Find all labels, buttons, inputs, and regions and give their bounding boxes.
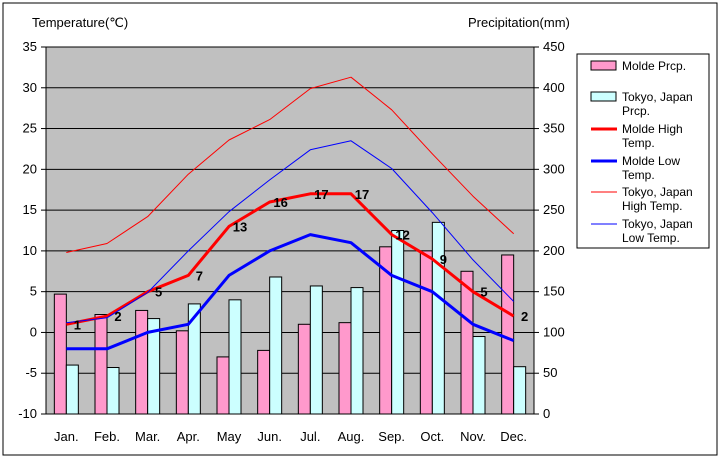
data-label-molde-high-1: 1: [74, 317, 81, 332]
bar-tokyo-japan-prcp-10: [431, 221, 445, 415]
bar-tokyo-japan-prcp-2: [106, 367, 120, 415]
bar-tokyo-japan-prcp-8: [350, 287, 364, 415]
bar-tokyo-japan-prcp-9: [391, 230, 405, 415]
right-axis-ticks: 0 50 100 150 200 250 300 350 400 450: [534, 39, 565, 421]
bar-tokyo-japan-prcp-11: [472, 336, 486, 415]
right-tick-label: 150: [543, 284, 565, 299]
legend-label-molde-low-temp: Molde Low Temp.: [622, 154, 680, 182]
bar-tokyo-japan-prcp-12: [513, 366, 527, 415]
right-tick-label: 0: [543, 406, 550, 421]
x-tick-label: Apr.: [177, 429, 200, 444]
left-tick-label: 25: [23, 121, 37, 136]
right-axis-title: Precipitation(mm): [468, 15, 570, 30]
x-tick-label: Oct.: [420, 429, 444, 444]
line-molde-low-temp: [66, 233, 515, 351]
right-tick-label: 400: [543, 80, 565, 95]
legend-label-tokyo-japan-prcp: Tokyo, Japan Prcp.: [622, 90, 693, 118]
bar-molde-prcp-11: [460, 270, 474, 415]
left-axis-ticks: -10 -5 0 5 10 15 20 25 30 35: [18, 39, 46, 421]
x-tick-label: Jan.: [54, 429, 79, 444]
line-molde-high-temp: [66, 192, 515, 326]
left-tick-label: -10: [18, 406, 37, 421]
bar-tokyo-japan-prcp-7: [309, 285, 323, 415]
bar-molde-prcp-8: [338, 322, 352, 415]
x-tick-label: Jul.: [300, 429, 320, 444]
legend-swatch-molde-prcp: [590, 60, 617, 71]
x-tick-label: Dec.: [500, 429, 527, 444]
data-label-molde-high-12: 2: [521, 309, 528, 324]
data-label-molde-high-10: 9: [440, 252, 447, 267]
legend-label-molde-high-temp: Molde High Temp.: [622, 122, 683, 150]
data-label-molde-high-8: 17: [355, 187, 369, 202]
right-tick-label: 250: [543, 202, 565, 217]
right-tick-label: 350: [543, 121, 565, 136]
x-axis-ticks: Jan. Feb. Mar. Apr. May Jun. Jul. Aug. Sep. Oct. N…: [54, 429, 527, 444]
line-tokyo-japan-low-temp: [66, 140, 515, 324]
left-tick-label: 5: [30, 284, 37, 299]
data-label-molde-high-9: 12: [395, 228, 409, 243]
x-tick-label: Jun.: [257, 429, 282, 444]
bar-tokyo-japan-prcp-5: [228, 299, 242, 415]
data-label-molde-high-6: 16: [273, 195, 287, 210]
legend-swatch-tokyo-japan-prcp: [590, 91, 617, 102]
bar-molde-prcp-10: [419, 250, 433, 415]
right-tick-label: 200: [543, 243, 565, 258]
right-tick-label: 50: [543, 365, 557, 380]
x-tick-label: Aug.: [338, 429, 365, 444]
bar-tokyo-japan-prcp-1: [65, 364, 79, 415]
data-label-molde-high-2: 2: [114, 309, 121, 324]
bar-molde-prcp-7: [297, 323, 311, 415]
bar-molde-prcp-5: [216, 356, 230, 415]
bar-molde-prcp-12: [501, 254, 515, 415]
line-tokyo-japan-high-temp: [66, 76, 515, 253]
temperature-lines: [66, 76, 515, 351]
x-tick-label: May: [217, 429, 242, 444]
right-tick-label: 450: [543, 39, 565, 54]
left-axis-title: Temperature(℃): [32, 15, 128, 30]
x-tick-label: Nov.: [460, 429, 486, 444]
precipitation-bars: [53, 221, 527, 415]
bar-tokyo-japan-prcp-6: [269, 276, 283, 415]
grid-lines: [46, 87, 534, 374]
x-tick-label: Sep.: [378, 429, 405, 444]
left-tick-label: 30: [23, 80, 37, 95]
bar-molde-prcp-6: [257, 349, 271, 415]
data-label-molde-high-11: 5: [480, 285, 487, 300]
left-tick-label: 20: [23, 161, 37, 176]
legend-box: [576, 53, 710, 249]
data-label-molde-high-4: 7: [196, 268, 203, 283]
legend: Molde Prcp. Tokyo, Japan Prcp. Molde High Te…: [576, 53, 710, 249]
left-tick-label: 10: [23, 243, 37, 258]
data-label-molde-high-7: 17: [314, 187, 328, 202]
right-tick-label: 300: [543, 161, 565, 176]
left-tick-label: 0: [30, 324, 37, 339]
bar-molde-prcp-4: [175, 330, 189, 415]
legend-label-tokyo-japan-high-temp: Tokyo, Japan High Temp.: [622, 185, 693, 213]
legend-label-tokyo-japan-low-temp: Tokyo, Japan Low Temp.: [622, 217, 693, 245]
bar-tokyo-japan-prcp-4: [187, 303, 201, 415]
x-tick-label: Mar.: [135, 429, 160, 444]
data-label-molde-high-5: 13: [233, 219, 247, 234]
bar-molde-prcp-1: [53, 293, 67, 415]
bar-molde-prcp-3: [135, 309, 149, 415]
left-tick-label: 15: [23, 202, 37, 217]
left-tick-label: 35: [23, 39, 37, 54]
left-tick-label: -5: [25, 365, 37, 380]
legend-label-molde-prcp: Molde Prcp.: [622, 59, 686, 73]
right-tick-label: 100: [543, 324, 565, 339]
bar-molde-prcp-2: [94, 314, 108, 415]
bar-tokyo-japan-prcp-3: [147, 318, 161, 415]
x-tick-label: Feb.: [94, 429, 120, 444]
data-label-molde-high-3: 5: [155, 285, 162, 300]
